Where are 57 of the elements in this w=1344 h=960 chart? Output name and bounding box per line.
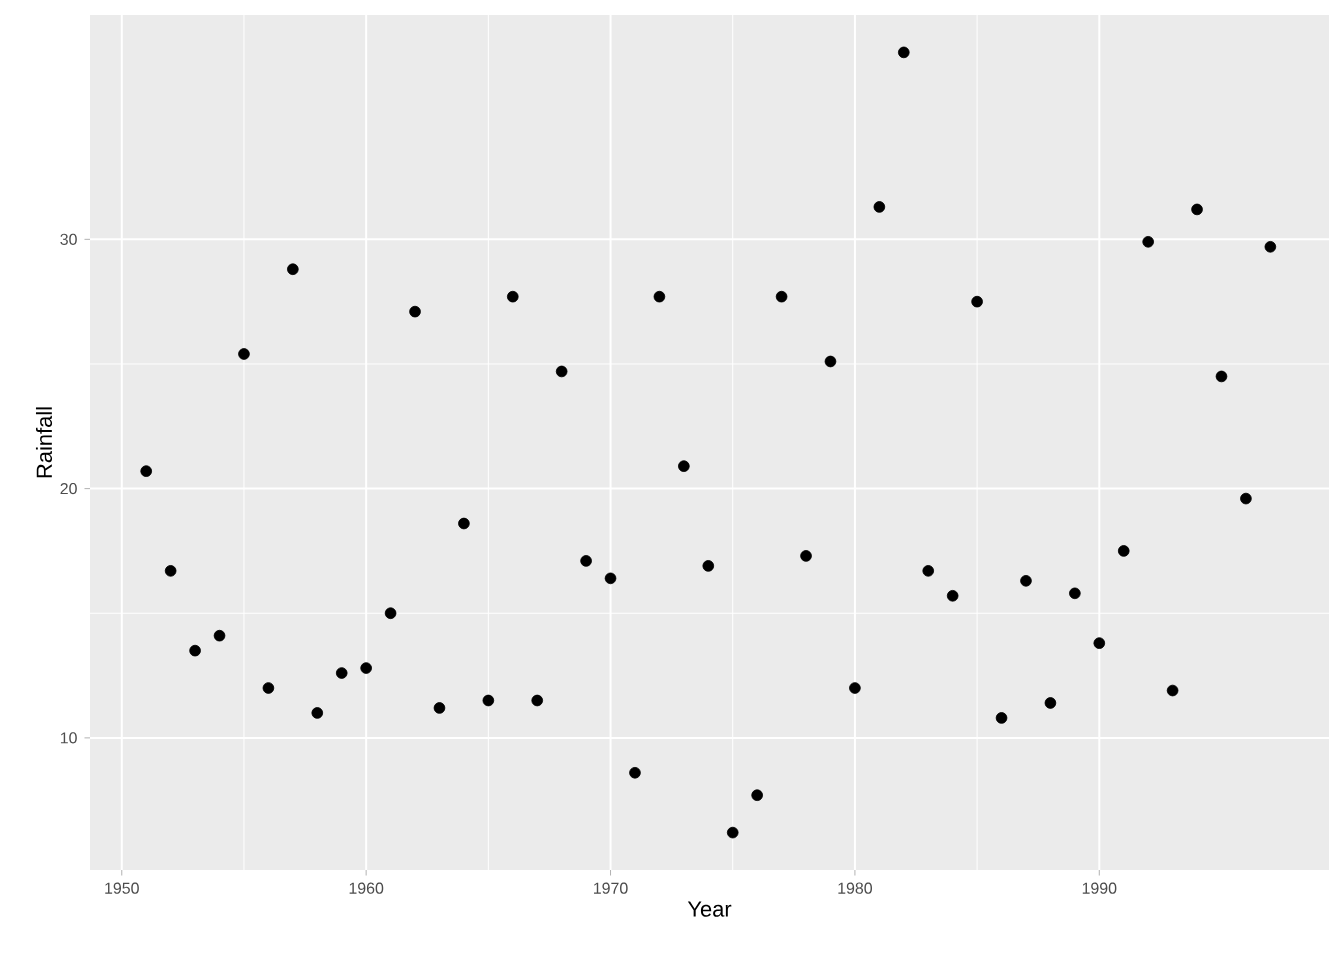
point <box>580 555 592 567</box>
point <box>946 590 959 602</box>
point <box>531 694 544 707</box>
point <box>629 766 641 779</box>
point <box>335 667 348 679</box>
point <box>555 365 568 378</box>
point <box>726 826 739 839</box>
point <box>971 295 983 308</box>
point <box>800 550 812 562</box>
x-tick-label: 1990 <box>1082 882 1117 894</box>
point <box>849 682 861 694</box>
point <box>1044 697 1057 709</box>
point <box>164 565 177 577</box>
point <box>897 46 910 59</box>
point <box>1069 587 1081 600</box>
point <box>433 702 446 714</box>
y-tick-label: 30 <box>60 233 77 245</box>
point <box>384 607 397 620</box>
point <box>506 290 519 303</box>
point <box>409 305 421 318</box>
x-tick-label: 1970 <box>594 882 628 894</box>
x-tick-label: 1980 <box>838 882 873 894</box>
point <box>922 565 935 577</box>
point <box>311 707 324 719</box>
point <box>1020 575 1032 587</box>
point <box>1142 236 1154 248</box>
point <box>1215 370 1228 383</box>
point <box>482 694 495 707</box>
point <box>1191 203 1203 216</box>
point <box>458 517 470 530</box>
point <box>140 465 153 477</box>
point <box>1117 545 1130 557</box>
x-tick-label: 1950 <box>105 882 139 894</box>
point <box>1264 241 1277 253</box>
point <box>360 662 372 674</box>
point <box>604 572 617 585</box>
point <box>213 629 226 642</box>
point <box>995 712 1008 724</box>
point <box>775 290 788 303</box>
point <box>189 644 201 657</box>
y-tick-label: 10 <box>60 732 77 744</box>
point <box>1240 492 1252 505</box>
point <box>1166 684 1179 697</box>
y-tick-label: 20 <box>60 482 77 495</box>
point <box>653 290 666 303</box>
point <box>262 682 275 694</box>
y-axis-title: Rainfall <box>35 407 53 478</box>
point <box>751 789 763 802</box>
point <box>287 263 299 276</box>
x-axis-title: Year <box>687 901 732 917</box>
point <box>1093 637 1106 649</box>
point <box>702 560 715 572</box>
point <box>678 460 690 472</box>
x-tick-label: 1960 <box>349 882 384 894</box>
point <box>824 355 837 368</box>
point <box>238 348 250 360</box>
point <box>873 201 886 213</box>
